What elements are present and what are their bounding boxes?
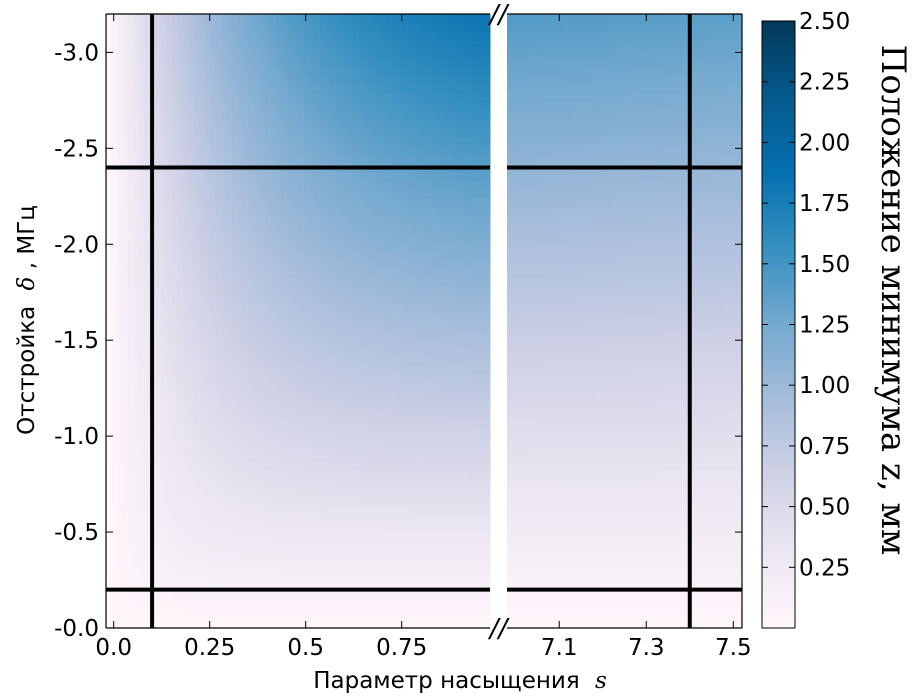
plot-frames — [105, 13, 743, 629]
colorbar-tick-label: 1.50 — [799, 252, 850, 278]
y-tick-label: -2.0 — [54, 232, 99, 258]
reference-lines — [106, 14, 742, 628]
x-tick-label: 7.3 — [628, 635, 665, 661]
y-tick-label: -0.5 — [54, 520, 99, 546]
colorbar-tick-label: 1.75 — [799, 191, 850, 217]
y-axis-title: Отстройка δ , МГц — [14, 205, 40, 435]
colorbar-tick-label: 1.00 — [799, 373, 850, 399]
x-tick-label: 7.1 — [541, 635, 578, 661]
colorbar-tick-label: 2.00 — [799, 130, 850, 156]
colorbar: 0.25 0.50 0.75 1.00 1.25 1.50 1.75 2.00 2.25 2.50 — [761, 9, 850, 629]
y-tick-label: -3.0 — [54, 40, 99, 66]
x-tick-label: 0.5 — [287, 635, 324, 661]
x-tick-label: 0.0 — [95, 635, 132, 661]
colorbar-title: Положение минимума z, мм — [873, 45, 913, 556]
axis-break-marks: // // — [488, 0, 511, 644]
y-tick-label: -2.5 — [54, 136, 99, 162]
colorbar-tick-label: 0.50 — [799, 495, 850, 521]
colorbar-tick-label: 0.25 — [799, 555, 850, 581]
y-tick-label: -1.0 — [54, 424, 99, 450]
x-tick-label: 0.75 — [376, 635, 427, 661]
x-tick-label: 0.25 — [184, 635, 235, 661]
heatmap-right-panel — [507, 14, 743, 629]
y-tick-label: -0.0 — [54, 616, 99, 642]
y-tick-label: -1.5 — [54, 328, 99, 354]
axis-break-mark-bottom: // — [488, 614, 511, 644]
colorbar-tick-label: 2.50 — [799, 9, 850, 35]
colorbar-tick-label: 1.25 — [799, 313, 850, 339]
colorbar-tick-label: 0.75 — [799, 434, 850, 460]
x-tick-label: 7.5 — [715, 635, 752, 661]
y-axis-ticks: -0.0 -0.5 -1.0 -1.5 -2.0 -2.5 -3.0 — [54, 40, 742, 642]
x-axis-title: Параметр насыщения s — [313, 668, 607, 694]
colorbar-tick-label: 2.25 — [799, 70, 850, 96]
heatmap-left-panel — [106, 14, 491, 629]
x-axis-ticks: 0.0 0.25 0.5 0.75 7.1 7.3 7.5 — [95, 14, 752, 661]
axis-break-mark-top: // — [488, 0, 511, 30]
